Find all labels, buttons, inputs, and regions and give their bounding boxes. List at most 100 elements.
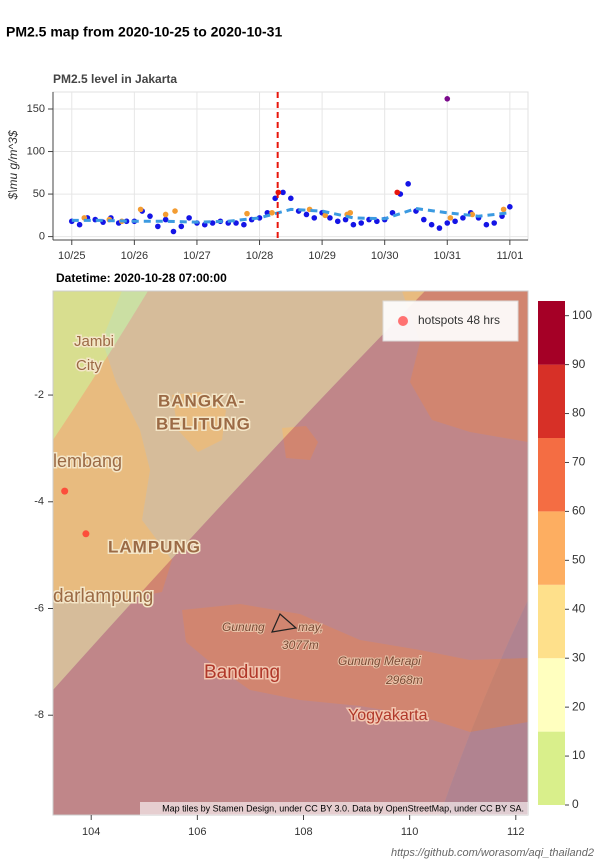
wind-arrow xyxy=(270,613,298,633)
map-subtitle: Datetime: 2020-10-28 07:00:00 xyxy=(56,271,227,285)
data-point xyxy=(350,221,357,228)
data-point xyxy=(507,204,513,210)
data-point xyxy=(444,96,451,102)
y-tick-label: -2 xyxy=(34,389,44,401)
x-tick-label: 10/30 xyxy=(371,250,399,262)
pm-band xyxy=(53,291,528,815)
place-label: 2968m xyxy=(385,673,423,687)
y-tick-label: 100 xyxy=(27,145,45,157)
colorbar-segment xyxy=(538,301,565,365)
colorbar-tick-label: 100 xyxy=(572,308,592,322)
colorbar-tick-label: 70 xyxy=(572,455,586,469)
colorbar-tick-label: 50 xyxy=(572,553,586,567)
x-tick-label: 11/01 xyxy=(496,250,523,262)
y-tick-label: -6 xyxy=(34,602,44,614)
colorbar-tick-label: 30 xyxy=(572,650,586,664)
data-point xyxy=(155,223,161,230)
y-tick-label: -4 xyxy=(34,496,44,508)
colorbar-tick-label: 20 xyxy=(572,699,586,713)
data-point xyxy=(280,189,286,196)
map-overlay: 104 106 108 110 112 -2 -4 -6 -8 hotspots 48 hrs 0 1… xyxy=(34,300,592,838)
data-point xyxy=(405,181,411,187)
footer: https://github.com/worasom/aqi_thailand2 xyxy=(391,847,594,859)
data-point xyxy=(303,211,310,218)
data-point xyxy=(444,220,451,226)
x-tick-label: 112 xyxy=(507,826,525,838)
x-tick-label: 108 xyxy=(294,826,312,838)
colorbar-segment xyxy=(538,658,565,732)
attribution-bg xyxy=(140,802,528,815)
hotspot xyxy=(61,487,69,495)
x-tick-label: 10/28 xyxy=(246,250,274,262)
data-point xyxy=(178,223,185,230)
data-point xyxy=(241,221,247,228)
y-tick-label: -8 xyxy=(34,709,44,721)
legend-marker xyxy=(398,316,408,326)
map: Jambi City BANGKA- BELITUNG lembang LAMP… xyxy=(53,291,528,815)
data-point xyxy=(452,218,458,225)
data-point xyxy=(172,208,178,214)
place-label: darlampung xyxy=(53,586,153,607)
data-point xyxy=(500,206,507,213)
data-point xyxy=(272,195,278,202)
place-label: may, xyxy=(298,620,323,634)
trend-line xyxy=(71,206,511,224)
data-point xyxy=(288,195,294,202)
colorbar-segment xyxy=(538,511,565,585)
x-tick-label: 110 xyxy=(401,826,419,838)
data-point xyxy=(394,189,401,196)
data-point xyxy=(162,216,169,223)
colorbar-segment xyxy=(538,438,565,512)
hotspot xyxy=(82,530,90,538)
data-point xyxy=(147,213,153,219)
legend-label: hotspots 48 hrs xyxy=(418,313,500,327)
data-point xyxy=(311,215,318,221)
data-point xyxy=(460,215,466,221)
x-tick-label: 106 xyxy=(188,826,206,838)
x-tick-label: 10/27 xyxy=(183,250,211,262)
data-point xyxy=(162,211,169,218)
x-tick-label: 10/31 xyxy=(434,250,462,262)
x-tick-label: 10/26 xyxy=(121,250,149,262)
chart-title: PM2.5 level in Jakarta xyxy=(53,72,177,86)
x-tick-label: 10/25 xyxy=(58,250,86,262)
data-point xyxy=(342,216,349,223)
data-point xyxy=(469,211,476,218)
data-point xyxy=(76,221,83,228)
place-label: lembang xyxy=(53,451,122,471)
data-point xyxy=(137,206,144,213)
data-point xyxy=(334,218,341,225)
y-tick-label: 150 xyxy=(27,103,45,115)
y-tick-label: 0 xyxy=(39,231,45,243)
pm-band xyxy=(53,291,425,690)
colorbar-tick-label: 80 xyxy=(572,406,586,420)
land-bangka xyxy=(172,392,226,452)
place-label: Bandung xyxy=(204,662,280,683)
colorbar-tick-label: 0 xyxy=(572,797,579,811)
page-title: PM2.5 map from 2020-10-25 to 2020-10-31 xyxy=(6,24,282,40)
place-label: City xyxy=(76,357,102,374)
data-point xyxy=(436,225,443,231)
data-point xyxy=(421,216,427,223)
x-tick-label: 10/29 xyxy=(308,250,336,262)
colorbar-segment xyxy=(538,364,565,439)
attribution: Map tiles by Stamen Design, under CC BY … xyxy=(162,803,524,813)
x-tick-label: 104 xyxy=(82,826,100,838)
colorbar-segment xyxy=(538,731,565,805)
plot-area xyxy=(52,91,529,241)
data-point xyxy=(447,215,454,221)
data-point xyxy=(170,228,177,235)
y-axis-label: $\mu g/m^3$ xyxy=(6,130,20,200)
colorbar-tick-label: 90 xyxy=(572,357,586,371)
data-point xyxy=(358,220,365,226)
pm-band xyxy=(53,291,148,440)
place-label: BANGKA- xyxy=(158,391,245,410)
pm-band xyxy=(440,600,528,815)
place-label: Gunung xyxy=(222,620,265,634)
colorbar-tick-label: 40 xyxy=(572,601,586,615)
data-point xyxy=(483,221,490,228)
data-point xyxy=(244,210,250,217)
data-point xyxy=(491,220,498,226)
data-point xyxy=(428,221,435,228)
